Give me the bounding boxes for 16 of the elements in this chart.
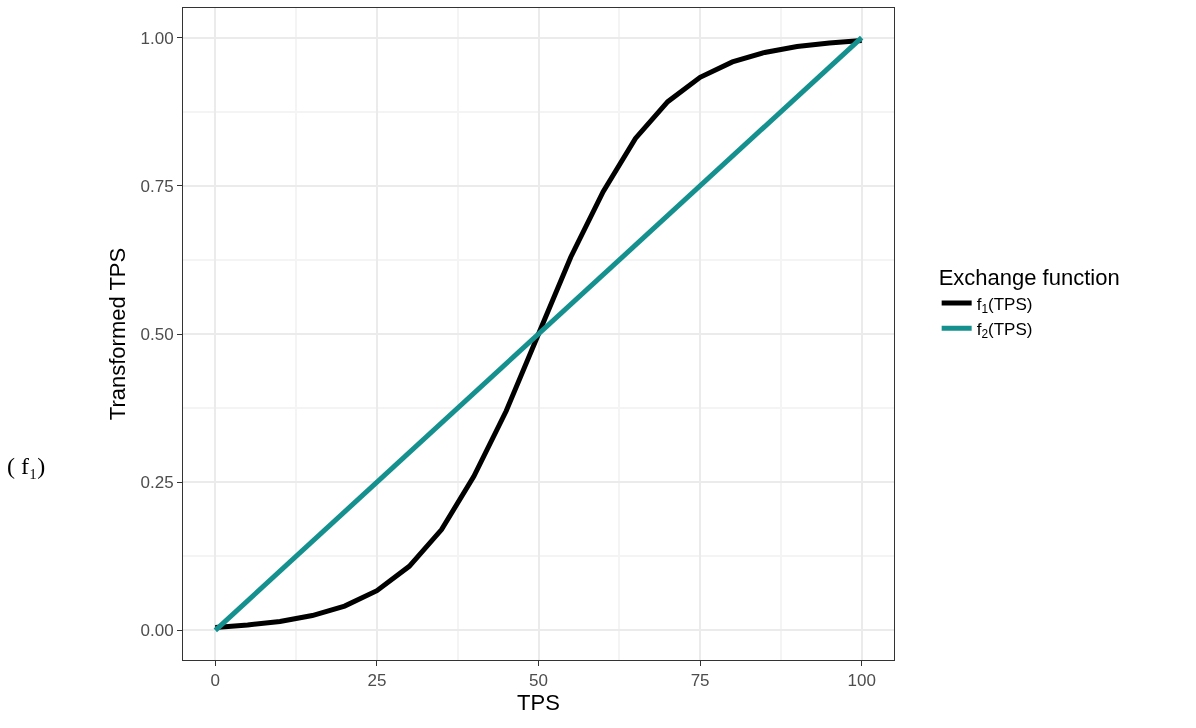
legend-title: Exchange function: [938, 265, 1120, 291]
y-tick-label: 0.00: [140, 621, 174, 641]
y-tick-label: 1.00: [140, 28, 174, 48]
y-axis-title: Transformed TPS: [105, 247, 131, 421]
text: ( f₁): [7, 453, 46, 479]
legend-label: f$_{2}$(TPS): [976, 319, 1033, 342]
x-tick-label: 25: [367, 671, 387, 691]
x-tick-label: 0: [210, 671, 221, 691]
y-tick-label: 0.25: [140, 473, 174, 493]
x-axis-title: TPS: [517, 690, 560, 716]
legend-label: f$_{1}$(TPS): [976, 294, 1033, 317]
y-tick-label: 0.50: [140, 324, 174, 344]
y-tick-label: 0.75: [140, 176, 174, 196]
x-tick-label: 100: [847, 671, 876, 691]
x-tick-label: 50: [529, 671, 548, 691]
x-tick-label: 75: [690, 671, 710, 691]
